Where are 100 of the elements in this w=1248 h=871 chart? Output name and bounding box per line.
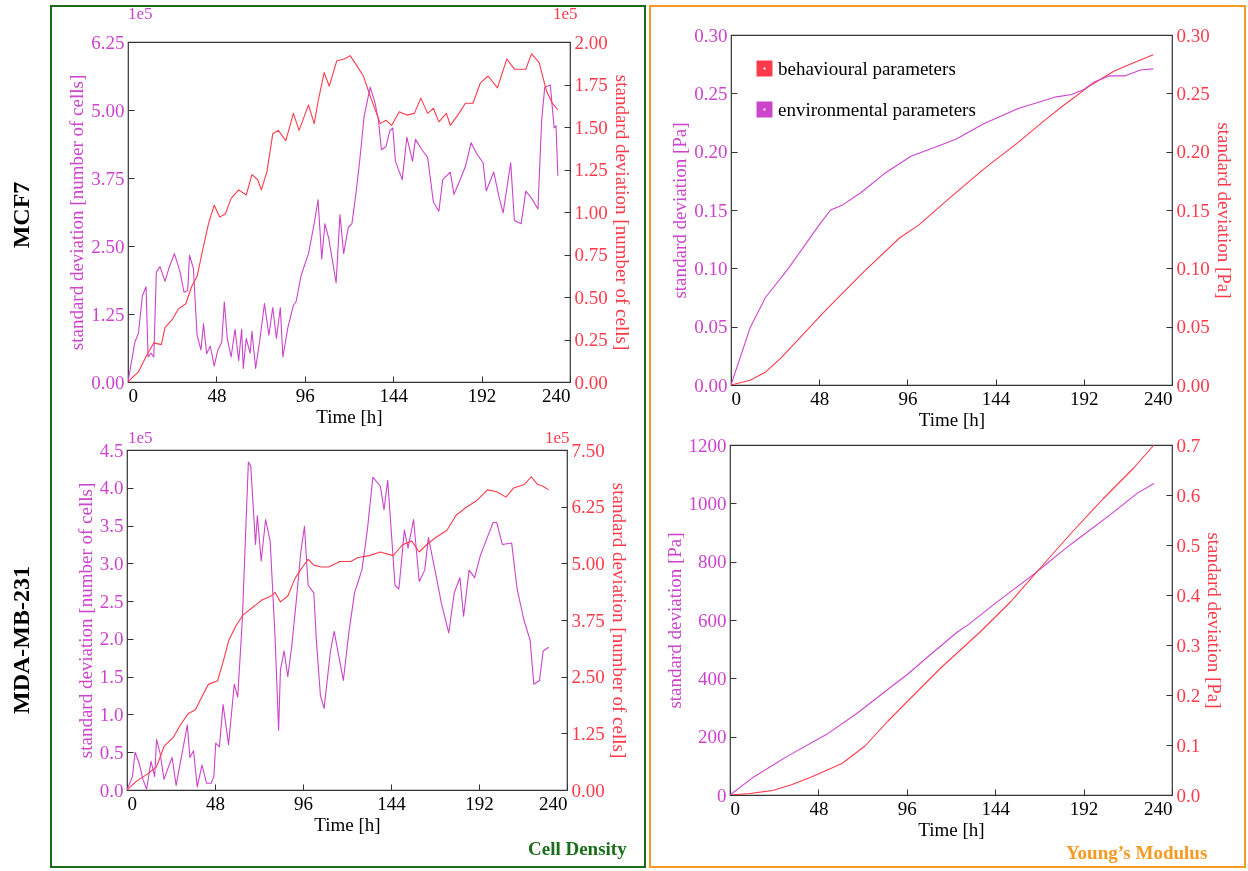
x-tick-label: 96	[897, 797, 917, 819]
y-tick-label: 1000	[688, 492, 727, 514]
y2-tick-label: 0.00	[574, 371, 608, 393]
y-tick-label: 0.30	[694, 24, 728, 46]
y-tick-label: 5.00	[91, 99, 125, 121]
y-tick-label: 2.5	[99, 590, 124, 612]
y2-axis-title: standard deviation [number of cells]	[608, 482, 630, 759]
x-tick-label: 192	[1070, 387, 1099, 409]
y2-tick-label: 1.50	[574, 116, 608, 138]
y-axis-title: standard deviation [number of cells]	[74, 482, 96, 759]
y2-tick-label: 3.75	[571, 609, 605, 631]
y-tick-label: 4.5	[99, 439, 124, 461]
y-tick-label: 0.15	[694, 199, 728, 221]
y-tick-label: 0.5	[99, 741, 124, 763]
y2-tick-label: 0.05	[1176, 316, 1210, 338]
y2-axis-title: standard deviation [Pa]	[1204, 532, 1226, 709]
y2-tick-label: 0.6	[1176, 484, 1201, 506]
y-tick-label: 0.05	[694, 316, 728, 338]
y-axis-title: standard deviation [Pa]	[669, 122, 691, 299]
y-tick-label: 2.0	[99, 628, 124, 650]
y-tick-label: 0.00	[694, 374, 728, 396]
x-axis-title: Time [h]	[314, 813, 381, 835]
text: 1e5	[545, 428, 570, 448]
x-tick-label: 240	[539, 792, 568, 814]
y2-tick-label: 0.3	[1176, 634, 1201, 656]
legend-label: environmental parameters	[778, 98, 976, 120]
x-axis-title: Time [h]	[316, 405, 383, 427]
y2-tick-label: 2.00	[574, 31, 608, 53]
y-tick-label: 3.0	[99, 552, 124, 574]
y2-tick-label: 1.25	[574, 159, 608, 180]
y-tick-label: 0.0	[99, 779, 124, 801]
y2-tick-label: 7.50	[571, 439, 605, 461]
y-tick-label: 0.00	[91, 371, 125, 393]
y2-tick-label: 6.25	[571, 496, 605, 518]
y2-tick-label: 5.00	[571, 552, 605, 574]
y2-tick-label: 0.5	[1176, 534, 1201, 556]
y2-axis-title: standard deviation [Pa]	[1213, 122, 1235, 299]
x-tick-label: 144	[981, 797, 1011, 819]
y2-tick-label: 0.1	[1176, 734, 1201, 756]
text: 1e5	[553, 4, 578, 24]
text: Young’s Modulus	[1066, 842, 1208, 864]
y-tick-label: 3.5	[99, 515, 124, 537]
x-tick-label: 96	[898, 387, 918, 409]
y-tick-label: 800	[698, 551, 727, 573]
x-tick-label: 192	[1069, 797, 1099, 819]
y2-tick-label: 0.75	[574, 244, 608, 265]
x-tick-label: 48	[809, 797, 829, 819]
y-tick-label: 1.5	[99, 666, 124, 688]
y-tick-label: 400	[698, 667, 727, 689]
x-tick-label: 240	[542, 384, 571, 406]
y2-tick-label: 1.00	[574, 201, 608, 223]
y2-tick-label: 0.25	[574, 329, 608, 350]
y2-axis-title: standard deviation [number of cells]	[611, 74, 633, 351]
text: Cell Density	[528, 838, 627, 860]
x-tick-label: 48	[207, 384, 227, 406]
y-tick-label: 4.0	[99, 477, 124, 499]
text: MDA-MB-231	[8, 566, 35, 714]
y-tick-label: 1.25	[91, 303, 125, 325]
x-tick-label: 240	[1144, 797, 1173, 819]
y-tick-label: 3.75	[91, 167, 125, 189]
y-tick-label: 6.25	[91, 31, 125, 53]
x-tick-label: 144	[379, 384, 409, 406]
y-tick-label: 1.0	[99, 703, 124, 725]
x-tick-label: 48	[206, 792, 225, 814]
x-axis-title: Time [h]	[918, 818, 985, 840]
x-tick-label: 192	[465, 792, 494, 814]
y-tick-label: 200	[698, 726, 727, 748]
y-tick-label: 0.25	[694, 82, 728, 104]
y2-tick-label: 0.0	[1176, 784, 1201, 806]
x-tick-label: 96	[295, 384, 315, 406]
y-tick-label: 2.50	[91, 235, 125, 257]
y2-tick-label: 0.20	[1176, 141, 1210, 163]
x-tick-label: 144	[377, 792, 407, 814]
y2-tick-label: 0.25	[1176, 82, 1210, 104]
text: 1e5	[128, 428, 153, 448]
text: 1e5	[128, 4, 153, 24]
y2-tick-label: 0.2	[1176, 684, 1201, 706]
text: MCF7	[8, 181, 35, 249]
y-axis-title: standard deviation [number of cells]	[66, 74, 88, 351]
y2-tick-label: 0.4	[1176, 584, 1201, 606]
x-axis-title: Time [h]	[918, 408, 986, 430]
y2-tick-label: 1.75	[574, 74, 608, 95]
y-tick-label: 600	[698, 609, 727, 631]
y-tick-label: 0.20	[694, 141, 728, 163]
x-tick-label: 192	[467, 384, 497, 406]
y2-tick-label: 0.50	[574, 286, 608, 308]
y-axis-title: standard deviation [Pa]	[663, 532, 685, 709]
y2-tick-label: 0.00	[1176, 374, 1210, 396]
y2-tick-label: 0.10	[1176, 257, 1210, 279]
y2-tick-label: 1.25	[571, 722, 605, 744]
y-tick-label: 0.10	[694, 257, 728, 279]
y2-tick-label: 0.30	[1176, 24, 1210, 46]
x-tick-label: 144	[981, 387, 1011, 409]
y2-tick-label: 0.7	[1176, 434, 1201, 456]
x-tick-label: 48	[810, 387, 830, 409]
y2-tick-label: 0.15	[1176, 199, 1210, 221]
y-tick-label: 1200	[688, 434, 727, 456]
x-tick-label: 240	[1144, 387, 1173, 409]
legend-label: behavioural parameters	[778, 57, 956, 79]
y2-tick-label: 0.00	[571, 779, 605, 801]
